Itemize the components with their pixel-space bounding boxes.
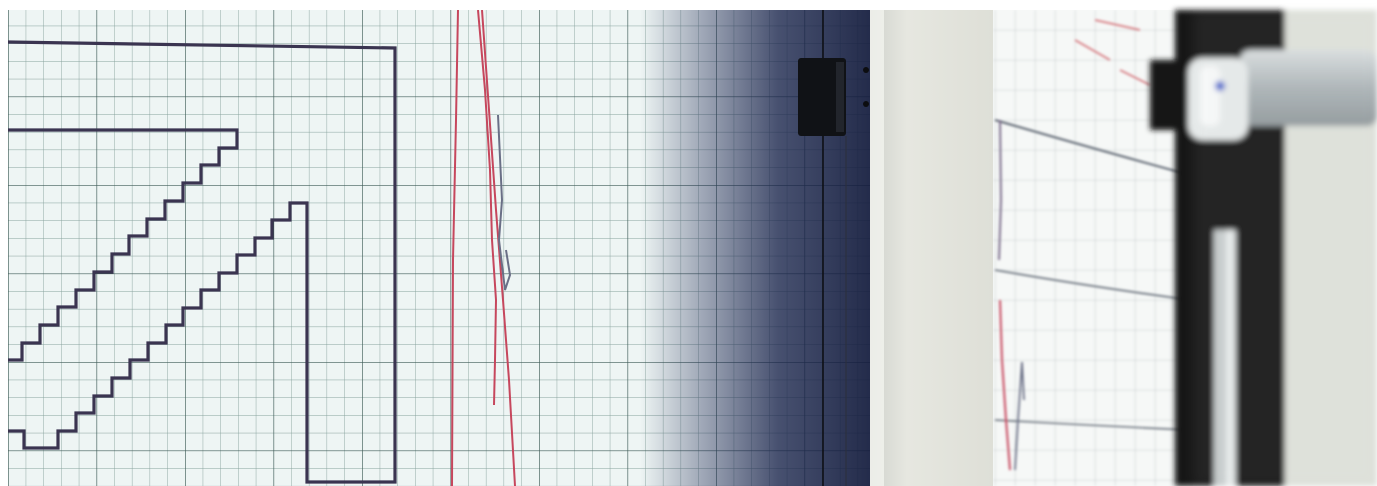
red-pen-traces [451, 10, 516, 486]
pen-holder [798, 10, 869, 486]
staircase-traces [8, 40, 397, 484]
chart-paper-left [8, 10, 870, 486]
chart-paper-right [993, 10, 1193, 486]
gray-pen-trace [497, 114, 512, 291]
wall-strip [870, 10, 993, 486]
